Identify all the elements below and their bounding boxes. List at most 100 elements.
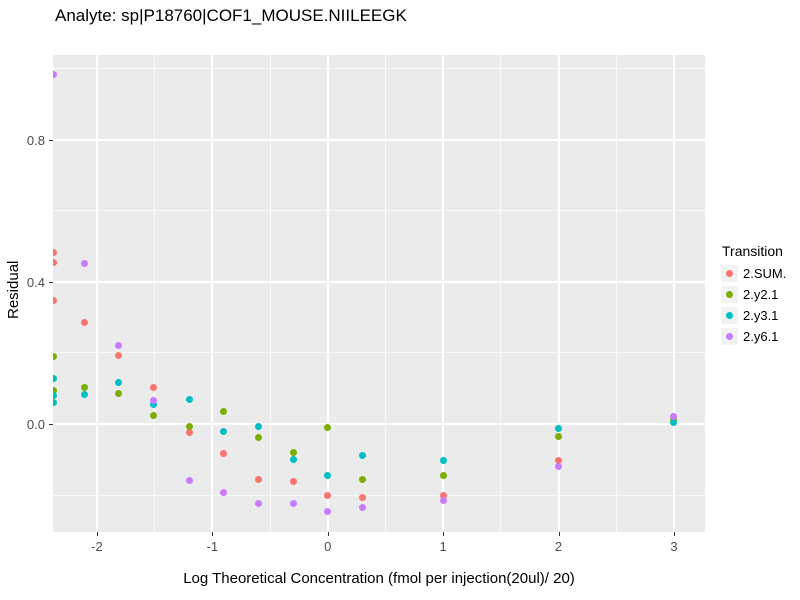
data-point <box>53 398 57 406</box>
data-point <box>185 395 193 403</box>
legend-key-swatch <box>721 307 738 324</box>
data-point <box>555 425 563 433</box>
data-point <box>220 489 228 497</box>
y-tick-label: 0.4 <box>26 274 45 290</box>
gridline-major-y <box>53 280 705 283</box>
y-tick-mark <box>49 424 53 426</box>
plot-panel <box>53 55 705 532</box>
legend-item-label: 2.SUM. <box>743 266 787 281</box>
data-point <box>53 375 57 383</box>
data-point <box>53 258 57 266</box>
gridline-major-x <box>326 55 329 532</box>
data-point <box>358 475 366 483</box>
legend-dot-icon <box>726 333 733 340</box>
data-point <box>115 351 123 359</box>
data-point <box>115 342 123 350</box>
data-point <box>358 503 366 511</box>
data-point <box>289 478 297 486</box>
gridline-minor-x <box>154 55 156 532</box>
legend-dot-icon <box>726 270 733 277</box>
gridline-major-x <box>672 55 675 532</box>
x-tick-mark <box>96 532 98 536</box>
legend-item: 2.SUM. <box>721 265 786 282</box>
x-tick-mark <box>558 532 560 536</box>
data-point <box>289 455 297 463</box>
gridline-minor-y <box>53 210 705 212</box>
data-point <box>358 494 366 502</box>
data-point <box>439 457 447 465</box>
data-point <box>289 448 297 456</box>
y-tick-label: 0.8 <box>26 132 45 148</box>
legend-title: Transition <box>722 243 783 259</box>
data-point <box>439 491 447 499</box>
data-point <box>53 70 57 78</box>
data-point <box>80 319 88 327</box>
gridline-minor-x <box>384 55 386 532</box>
legend-item: 2.y2.1 <box>721 286 786 303</box>
data-point <box>670 419 678 427</box>
data-point <box>53 387 57 395</box>
data-point <box>80 383 88 391</box>
y-axis-title: Residual <box>5 260 22 320</box>
y-tick-label: 0.0 <box>26 417 45 433</box>
x-tick-mark <box>443 532 445 536</box>
legend-key-swatch <box>721 265 738 282</box>
data-point <box>220 408 228 416</box>
gridline-minor-x <box>269 55 271 532</box>
data-point <box>439 496 447 504</box>
legend-item-label: 2.y6.1 <box>743 329 779 344</box>
data-point <box>115 378 123 386</box>
data-point <box>53 353 57 361</box>
gridline-minor-y <box>53 68 705 70</box>
gridline-major-x <box>557 55 560 532</box>
x-tick-label: 1 <box>439 539 447 554</box>
data-point <box>220 449 228 457</box>
gridline-minor-x <box>500 55 502 532</box>
data-point <box>185 422 193 430</box>
data-point <box>220 427 228 435</box>
data-point <box>439 472 447 480</box>
data-point <box>555 463 563 471</box>
data-point <box>324 472 332 480</box>
data-point <box>53 296 57 304</box>
legend-dot-icon <box>726 291 733 298</box>
legend-key-swatch <box>721 328 738 345</box>
gridline-major-y <box>53 423 705 426</box>
data-point <box>324 507 332 515</box>
legend-item-label: 2.y3.1 <box>743 308 779 323</box>
data-point <box>324 424 332 432</box>
data-point <box>324 491 332 499</box>
data-point <box>289 499 297 507</box>
data-point <box>80 391 88 399</box>
gridline-major-x <box>442 55 445 532</box>
legend-item-label: 2.y2.1 <box>743 287 779 302</box>
data-point <box>255 475 263 483</box>
data-point <box>185 476 193 484</box>
data-point <box>255 433 263 441</box>
x-tick-label: 0 <box>324 539 332 554</box>
data-point <box>555 432 563 440</box>
legend: Transition 2.SUM. 2.y2.1 2.y3.1 2.y6.1 <box>721 243 786 349</box>
data-point <box>255 500 263 508</box>
data-point <box>150 401 157 409</box>
x-tick-mark <box>673 532 675 536</box>
gridline-major-x <box>95 55 98 532</box>
x-tick-mark <box>327 532 329 536</box>
x-axis-title: Log Theoretical Concentration (fmol per … <box>183 570 575 587</box>
data-point <box>358 452 366 460</box>
x-tick-mark <box>212 532 214 536</box>
data-point <box>150 383 157 391</box>
data-point <box>53 249 57 257</box>
data-point <box>255 422 263 430</box>
data-point <box>80 260 88 268</box>
y-tick-mark <box>49 281 53 283</box>
plot-title: Analyte: sp|P18760|COF1_MOUSE.NIILEEGK <box>55 6 407 25</box>
gridline-minor-x <box>615 55 617 532</box>
data-point <box>670 413 678 421</box>
data-point <box>150 411 157 419</box>
legend-item: 2.y6.1 <box>721 328 786 345</box>
data-point <box>150 397 157 405</box>
x-tick-label: -1 <box>206 539 219 554</box>
data-point <box>185 428 193 436</box>
